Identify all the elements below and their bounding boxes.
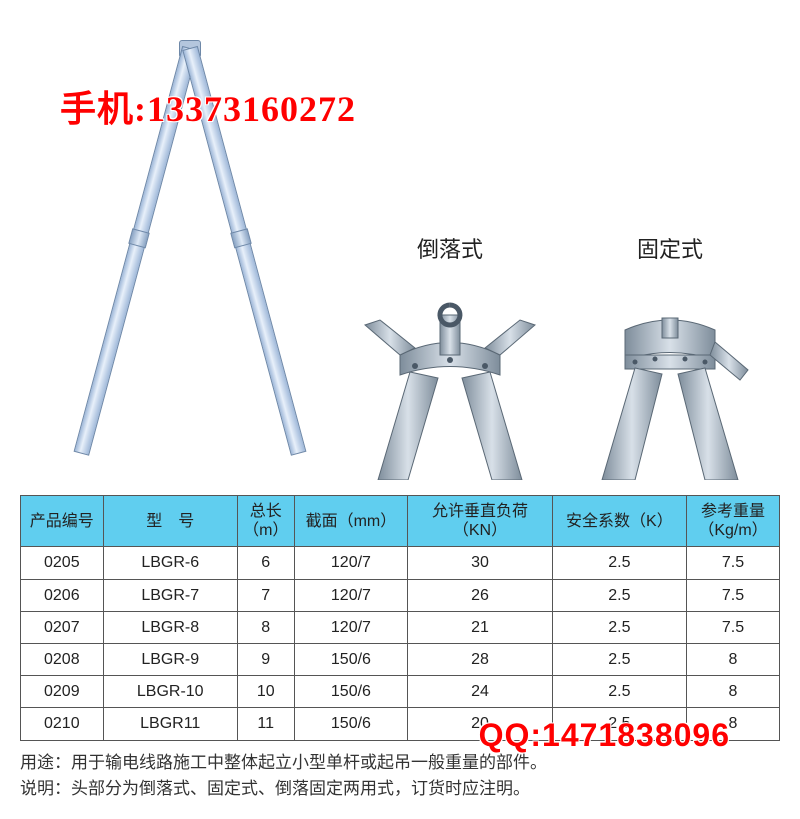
table-cell: 150/6 <box>294 676 408 708</box>
table-row: 0205LBGR-66120/7302.57.5 <box>21 547 780 579</box>
table-cell: 8 <box>237 611 294 643</box>
table-cell: 0205 <box>21 547 104 579</box>
table-cell: 0208 <box>21 643 104 675</box>
table-row: 0206LBGR-77120/7262.57.5 <box>21 579 780 611</box>
table-cell: LBGR11 <box>103 708 237 740</box>
th-safety: 安全系数（K） <box>552 496 686 547</box>
table-row: 0209LBGR-1010150/6242.58 <box>21 676 780 708</box>
table-cell: 2.5 <box>552 611 686 643</box>
table-cell: 0206 <box>21 579 104 611</box>
qq-number: 1471838096 <box>542 717 730 753</box>
table-cell: 10 <box>237 676 294 708</box>
table-cell: 6 <box>237 547 294 579</box>
table-cell: 0210 <box>21 708 104 740</box>
falling-head-label: 倒落式 <box>360 232 540 264</box>
table-cell: 0209 <box>21 676 104 708</box>
spec-table: 产品编号 型 号 总长（m） 截面（mm） 允许垂直负荷（KN） 安全系数（K）… <box>20 495 780 741</box>
table-cell: 7.5 <box>687 579 780 611</box>
table-cell: 150/6 <box>294 708 408 740</box>
table-cell: 0207 <box>21 611 104 643</box>
qq-label: QQ: <box>479 717 542 753</box>
table-cell: 8 <box>687 676 780 708</box>
desc-label: 说明： <box>20 779 71 798</box>
table-cell: 7.5 <box>687 547 780 579</box>
spec-table-wrap: 产品编号 型 号 总长（m） 截面（mm） 允许垂直负荷（KN） 安全系数（K）… <box>20 495 780 741</box>
table-cell: LBGR-10 <box>103 676 237 708</box>
notes: 用途：用于输电线路施工中整体起立小型单杆或起吊一般重量的部件。 说明：头部分为倒… <box>20 750 547 801</box>
table-cell: 150/6 <box>294 643 408 675</box>
th-weight: 参考重量（Kg/m） <box>687 496 780 547</box>
table-cell: 21 <box>408 611 553 643</box>
th-length: 总长（m） <box>237 496 294 547</box>
phone-label: 手机: <box>60 89 147 129</box>
table-cell: 28 <box>408 643 553 675</box>
table-header-row: 产品编号 型 号 总长（m） 截面（mm） 允许垂直负荷（KN） 安全系数（K）… <box>21 496 780 547</box>
table-cell: LBGR-6 <box>103 547 237 579</box>
table-cell: 2.5 <box>552 676 686 708</box>
table-cell: 30 <box>408 547 553 579</box>
usage-line: 用途：用于输电线路施工中整体起立小型单杆或起吊一般重量的部件。 <box>20 750 547 776</box>
table-cell: 120/7 <box>294 547 408 579</box>
table-cell: 24 <box>408 676 553 708</box>
table-cell: 2.5 <box>552 547 686 579</box>
usage-text: 用于输电线路施工中整体起立小型单杆或起吊一般重量的部件。 <box>71 753 547 772</box>
usage-label: 用途： <box>20 753 71 772</box>
th-model: 型 号 <box>103 496 237 547</box>
table-row: 0207LBGR-88120/7212.57.5 <box>21 611 780 643</box>
table-cell: 2.5 <box>552 579 686 611</box>
table-cell: 120/7 <box>294 579 408 611</box>
th-section: 截面（mm） <box>294 496 408 547</box>
table-cell: LBGR-8 <box>103 611 237 643</box>
th-product-no: 产品编号 <box>21 496 104 547</box>
table-cell: 7.5 <box>687 611 780 643</box>
table-row: 0208LBGR-99150/6282.58 <box>21 643 780 675</box>
table-cell: 11 <box>237 708 294 740</box>
table-cell: LBGR-9 <box>103 643 237 675</box>
table-cell: 7 <box>237 579 294 611</box>
fixed-head-label: 固定式 <box>580 232 760 264</box>
phone-watermark: 手机:13373160272 <box>60 80 356 132</box>
qq-watermark: QQ:1471838096 <box>479 717 730 754</box>
th-load: 允许垂直负荷（KN） <box>408 496 553 547</box>
phone-number: 13373160272 <box>147 89 356 129</box>
falling-head: 倒落式 <box>360 260 540 480</box>
table-cell: 2.5 <box>552 643 686 675</box>
table-cell: 26 <box>408 579 553 611</box>
table-cell: 8 <box>687 643 780 675</box>
table-body: 0205LBGR-66120/7302.57.50206LBGR-77120/7… <box>21 547 780 740</box>
fixed-head: 固定式 <box>580 260 760 480</box>
table-cell: 120/7 <box>294 611 408 643</box>
table-cell: 9 <box>237 643 294 675</box>
falling-head-svg <box>360 260 540 480</box>
desc-line: 说明：头部分为倒落式、固定式、倒落固定两用式，订货时应注明。 <box>20 776 547 802</box>
fixed-head-svg <box>580 260 760 480</box>
desc-text: 头部分为倒落式、固定式、倒落固定两用式，订货时应注明。 <box>71 779 530 798</box>
table-cell: LBGR-7 <box>103 579 237 611</box>
